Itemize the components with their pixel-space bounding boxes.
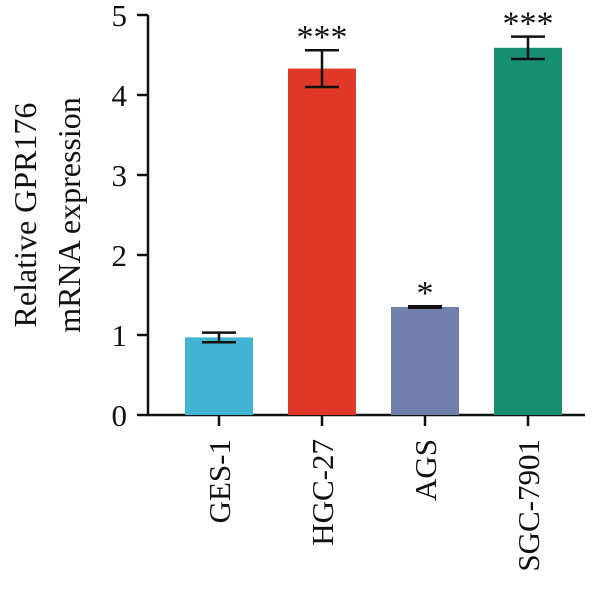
bars <box>185 47 562 416</box>
x-tick-label: GES-1 <box>202 439 237 523</box>
bar-ges-1 <box>185 337 253 415</box>
y-axis-title: Relative GPR176 mRNA expression <box>7 97 87 333</box>
bar-sgc-7901 <box>494 47 562 416</box>
y-tick-label: 0 <box>112 398 128 433</box>
y-tick-label: 1 <box>112 318 128 353</box>
y-tick-label: 3 <box>112 158 128 193</box>
x-tick-label: AGS <box>408 439 443 501</box>
y-tick-label: 5 <box>112 0 128 33</box>
significance-label: *** <box>297 19 348 56</box>
bar-ags <box>391 307 459 415</box>
significance-label: * <box>417 275 434 312</box>
y-tick-label: 4 <box>112 78 128 113</box>
bar-hgc-27 <box>288 68 356 415</box>
y-axis-title-line-2: mRNA expression <box>51 97 87 333</box>
y-tick-label: 2 <box>112 238 128 273</box>
y-ticks: 0 1 2 3 4 5 <box>112 0 148 433</box>
x-ticks: GES-1 HGC-27 AGS SGC-7901 <box>202 415 546 572</box>
y-axis-title-line-1: Relative GPR176 <box>7 103 43 328</box>
error-bars <box>202 35 545 344</box>
significance-markers: ******* <box>297 6 554 313</box>
significance-label: *** <box>503 6 554 43</box>
x-tick-label: HGC-27 <box>305 439 340 546</box>
x-tick-label: SGC-7901 <box>511 439 546 572</box>
